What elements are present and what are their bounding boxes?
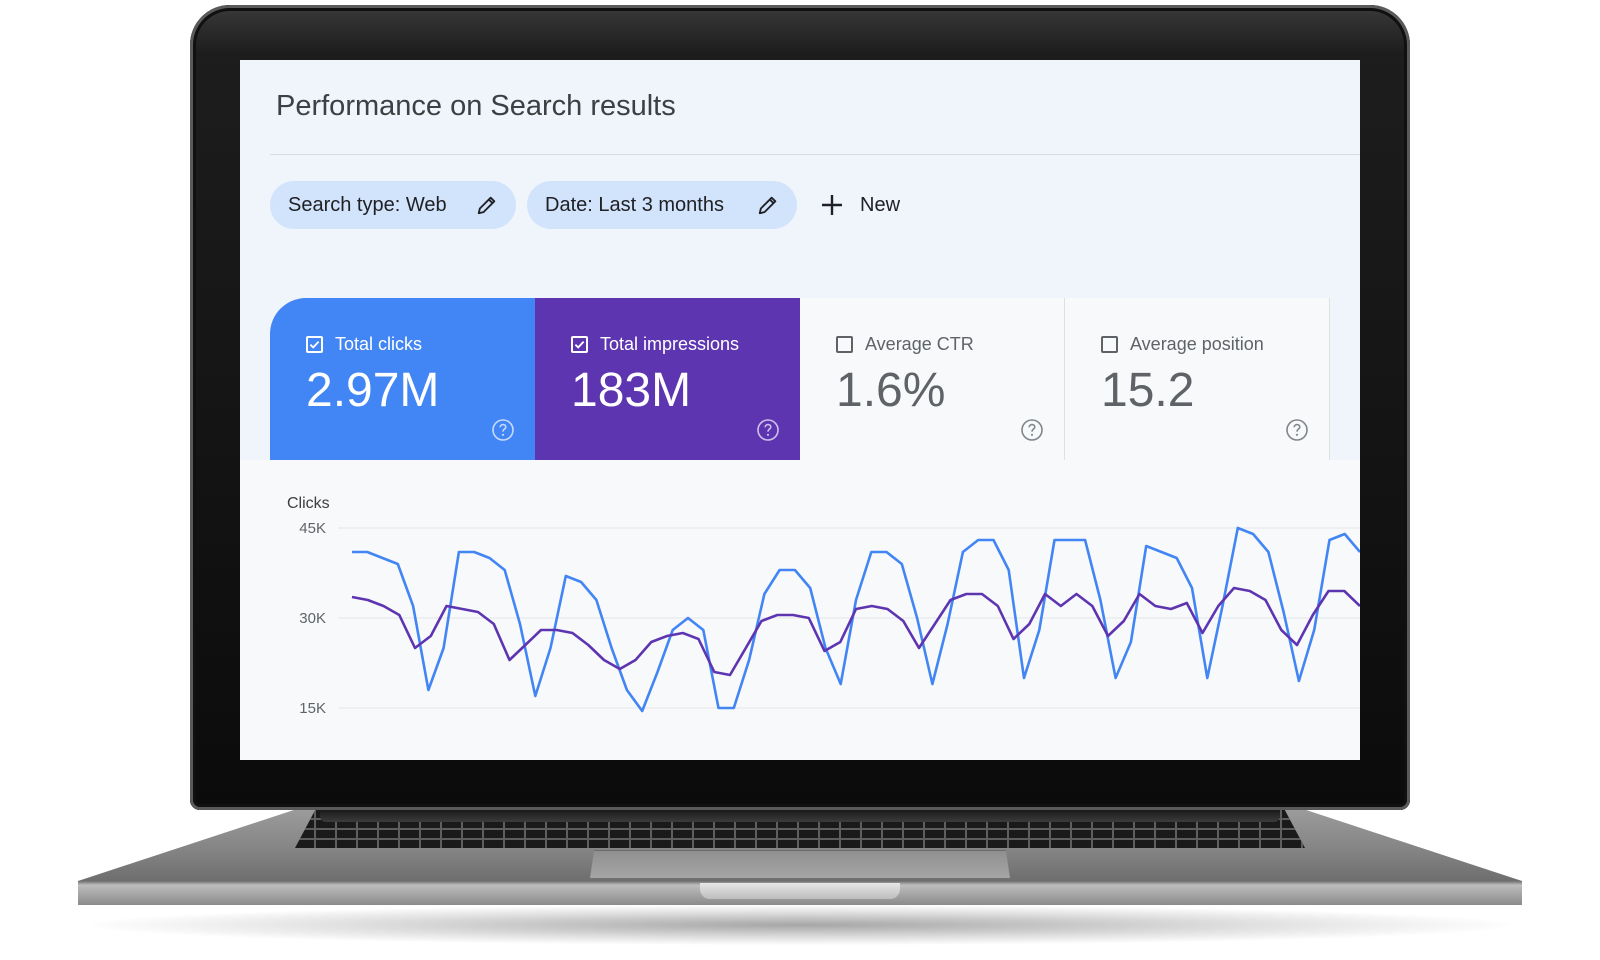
divider [270, 154, 1360, 155]
laptop-trackpad [590, 850, 1010, 878]
performance-chart: Clicks 45K30K15K0 [240, 460, 1360, 760]
metric-label: Total clicks [335, 334, 423, 354]
y-axis-ticks: 45K30K15K0 [299, 520, 326, 717]
metric-cards: Total clicks 2.97M Total impressions 183… [270, 298, 1334, 460]
metric-value: 1.6% [836, 364, 946, 417]
chart-grid [338, 527, 1360, 709]
screen: Performance on Search results Search typ… [240, 60, 1360, 760]
help-icon[interactable] [756, 418, 780, 442]
page-title: Performance on Search results [276, 90, 676, 122]
checkbox-checked-icon[interactable] [306, 336, 323, 353]
date-filter-chip[interactable]: Date: Last 3 months [527, 181, 797, 229]
metric-card-average-position[interactable]: Average position 15.2 [1065, 298, 1330, 460]
pencil-icon[interactable] [476, 194, 498, 216]
new-filter-label: New [860, 193, 901, 216]
search-type-filter-chip[interactable]: Search type: Web [270, 181, 516, 229]
series-line-clicks [352, 526, 1360, 713]
metric-label: Total impressions [600, 334, 740, 354]
checkbox-checked-icon[interactable] [571, 336, 588, 353]
plus-icon [820, 193, 844, 217]
metric-label: Average CTR [865, 334, 974, 354]
metric-card-total-impressions[interactable]: Total impressions 183M [535, 298, 800, 460]
new-filter-button[interactable]: New [820, 181, 900, 229]
help-icon[interactable] [1285, 418, 1309, 442]
series-line-impressions [351, 586, 1360, 677]
pencil-icon[interactable] [757, 194, 779, 216]
date-filter-label: Date: Last 3 months [545, 193, 724, 216]
metric-value: 183M [571, 364, 692, 417]
laptop-hinge [320, 810, 1280, 822]
checkbox-unchecked-icon[interactable] [836, 336, 853, 353]
laptop-shadow [90, 905, 1510, 945]
search-type-filter-label: Search type: Web [288, 193, 447, 216]
chart-canvas: Clicks 45K30K15K0 [287, 495, 1360, 717]
metric-value: 15.2 [1101, 364, 1195, 417]
metric-label: Average position [1130, 334, 1264, 354]
help-icon[interactable] [1020, 418, 1044, 442]
metric-card-total-clicks[interactable]: Total clicks 2.97M [270, 298, 535, 460]
y-axis-title: Clicks [287, 495, 330, 512]
y-tick-label: 15K [299, 700, 326, 717]
y-tick-label: 30K [299, 610, 326, 627]
metric-value: 2.97M [306, 364, 440, 417]
y-tick-label: 45K [299, 520, 326, 537]
laptop-front-lip [700, 883, 900, 899]
metric-card-average-ctr[interactable]: Average CTR 1.6% [800, 298, 1065, 460]
chart-series [351, 526, 1360, 713]
checkbox-unchecked-icon[interactable] [1101, 336, 1118, 353]
help-icon[interactable] [491, 418, 515, 442]
